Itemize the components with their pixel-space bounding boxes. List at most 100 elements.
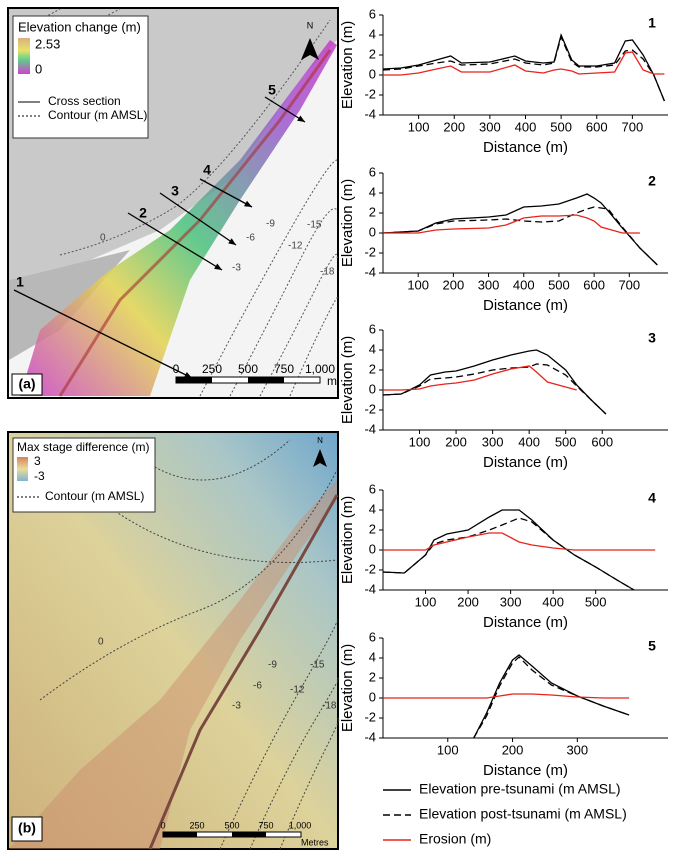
- panel-label: (b): [18, 820, 36, 836]
- y-axis-label: Elevation (m): [339, 336, 356, 424]
- scalebar-label: 0: [173, 362, 180, 376]
- series-line: [382, 349, 607, 415]
- y-tick-label: 2: [369, 46, 376, 61]
- y-axis-label: Elevation (m): [339, 496, 356, 584]
- section-label: 4: [203, 162, 211, 178]
- x-tick-label: 200: [502, 742, 524, 757]
- series-line: [382, 517, 635, 591]
- scale-label: -3: [34, 469, 45, 483]
- x-tick-label: 300: [500, 594, 522, 609]
- x-tick-label: 200: [443, 277, 465, 292]
- scalebar-label: 250: [202, 362, 222, 376]
- x-tick-label: 100: [407, 277, 429, 292]
- y-tick-label: 0: [369, 381, 376, 396]
- y-tick-label: 6: [369, 481, 376, 496]
- y-tick-label: 2: [369, 521, 376, 536]
- y-tick-label: -4: [364, 421, 376, 436]
- x-tick-label: 200: [457, 594, 479, 609]
- scalebar-unit: Metres: [301, 837, 329, 847]
- cross-section: [13, 289, 193, 379]
- y-tick-label: 0: [369, 224, 376, 239]
- y-tick-label: -2: [364, 709, 376, 724]
- legend-item: Cross section: [48, 94, 121, 108]
- contour-label: -15: [310, 660, 325, 671]
- y-tick-label: -2: [364, 561, 376, 576]
- series-line: [473, 656, 630, 739]
- y-tick-label: -2: [364, 86, 376, 101]
- series-line: [382, 35, 666, 102]
- x-tick-label: 300: [478, 277, 500, 292]
- contour-label: -15: [307, 220, 322, 231]
- y-tick-label: 6: [369, 629, 376, 644]
- contour-label: -18: [320, 267, 335, 278]
- contour-label: -9: [268, 660, 277, 671]
- series-line: [383, 693, 630, 699]
- contour-label: -3: [232, 263, 241, 274]
- scalebar-label: 0: [160, 820, 165, 830]
- x-tick-label: 500: [585, 594, 607, 609]
- series-line: [383, 532, 656, 551]
- y-tick-label: 6: [369, 321, 376, 336]
- section-label: 3: [171, 183, 179, 199]
- x-tick-label: 700: [622, 119, 644, 134]
- section-label: 2: [139, 205, 147, 221]
- panel-label: (a): [18, 376, 35, 392]
- x-tick-label: 300: [482, 434, 504, 449]
- y-tick-label: 2: [369, 669, 376, 684]
- series-line: [382, 33, 666, 102]
- chart-title: 1: [648, 15, 656, 31]
- scalebar-unit: m: [327, 374, 337, 388]
- x-tick-label: 500: [555, 434, 577, 449]
- x-tick-label: 600: [591, 434, 613, 449]
- legend-label: Elevation post-tsunami (m AMSL): [419, 806, 627, 822]
- scalebar-label: 500: [238, 362, 258, 376]
- x-tick-label: 200: [445, 434, 467, 449]
- x-axis-label: Distance (m): [483, 139, 568, 156]
- cross-section: [127, 212, 223, 271]
- section-label: 5: [268, 82, 276, 98]
- x-tick-label: 100: [415, 594, 437, 609]
- chart-title: 2: [648, 173, 656, 189]
- series-line: [383, 214, 640, 234]
- legend-title: Max stage difference (m): [17, 440, 150, 454]
- chart-title: 5: [648, 638, 656, 654]
- contour-label: -6: [253, 681, 262, 692]
- legend-title: Elevation change (m): [18, 19, 141, 34]
- cross-section: [199, 178, 253, 208]
- y-tick-label: 2: [369, 361, 376, 376]
- arrow-head: [297, 115, 305, 122]
- y-axis-label: Elevation (m): [339, 21, 356, 109]
- arrow-head: [214, 263, 222, 270]
- y-tick-label: -2: [364, 244, 376, 259]
- north: N: [317, 436, 323, 445]
- cross-section: [264, 96, 306, 123]
- y-tick-label: -2: [364, 401, 376, 416]
- cross-section: [159, 192, 237, 246]
- scalebar-label: 750: [274, 362, 294, 376]
- map-a: [7, 7, 339, 399]
- x-tick-label: 400: [518, 434, 540, 449]
- chart-title: 3: [648, 330, 656, 346]
- x-tick-label: 500: [548, 277, 570, 292]
- chart-title: 4: [648, 490, 656, 506]
- contour-label: -12: [290, 685, 305, 696]
- arrow-head: [228, 238, 236, 245]
- x-tick-label: 600: [586, 119, 608, 134]
- scale-label: 0: [35, 61, 42, 76]
- x-axis-label: Distance (m): [483, 762, 568, 779]
- scalebar-label: 500: [224, 820, 239, 830]
- section-label: 1: [16, 274, 24, 290]
- y-tick-label: 4: [369, 26, 376, 41]
- y-tick-label: -4: [364, 106, 376, 121]
- x-tick-label: 700: [618, 277, 640, 292]
- legend-item: Contour (m AMSL): [45, 489, 144, 503]
- x-tick-label: 600: [583, 277, 605, 292]
- y-tick-label: 0: [369, 66, 376, 81]
- y-tick-label: 6: [369, 164, 376, 179]
- map-b: [7, 431, 340, 850]
- legend-label: Erosion (m): [419, 831, 491, 847]
- x-axis-label: Distance (m): [483, 614, 568, 631]
- y-tick-label: -4: [364, 581, 376, 596]
- x-tick-label: 400: [515, 119, 537, 134]
